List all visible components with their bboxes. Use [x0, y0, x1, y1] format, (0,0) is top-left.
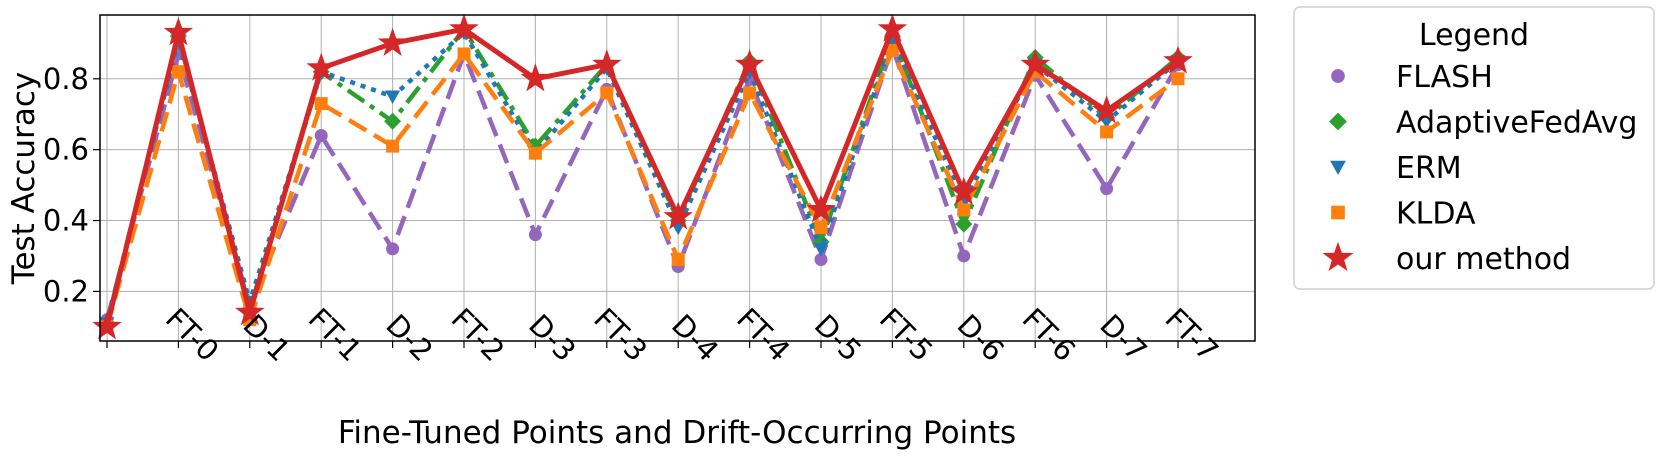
data-point [877, 13, 908, 42]
data-point [1020, 49, 1050, 78]
series-line [104, 44, 1180, 321]
series-our-method [92, 13, 1193, 340]
y-axis-title: Test Accuracy [6, 72, 42, 285]
data-point [92, 311, 122, 340]
data-point [171, 65, 185, 79]
legend-marker [1329, 112, 1347, 131]
legend-label: AdaptiveFedAvg [1396, 106, 1637, 141]
data-point [1100, 125, 1114, 139]
data-point [885, 43, 899, 57]
legend-frame [1293, 6, 1655, 290]
data-point [814, 221, 828, 235]
x-tick-label: FT-3 [587, 301, 654, 368]
data-point [385, 90, 401, 104]
x-tick-label: FT-4 [730, 301, 797, 368]
data-point [457, 47, 471, 61]
x-tick-label: FT-6 [1016, 301, 1083, 368]
x-tick-label: D-6 [951, 308, 1011, 368]
data-point [957, 249, 971, 263]
data-point [1100, 182, 1114, 196]
data-point [377, 27, 408, 56]
data-point [957, 203, 971, 217]
data-point [449, 13, 479, 42]
x-tick-label: FT-7 [1159, 301, 1226, 368]
data-point [314, 97, 328, 111]
data-point [520, 63, 551, 92]
legend-title: Legend [1419, 18, 1529, 53]
data-point [663, 201, 693, 230]
x-tick-label: D-4 [665, 308, 725, 368]
data-point [386, 139, 400, 153]
data-point [949, 176, 979, 205]
data-point [235, 297, 265, 326]
legend-marker [1322, 241, 1354, 272]
legend-marker [1331, 205, 1345, 220]
data-point [806, 194, 836, 223]
data-point [814, 253, 828, 266]
data-point [1163, 45, 1193, 74]
plot-frame [99, 14, 1256, 342]
data-point [1091, 95, 1122, 124]
data-point [386, 242, 400, 256]
x-tick-label: D-7 [1093, 308, 1153, 368]
legend-label: ERM [1396, 151, 1462, 186]
legend-label: FLASH [1396, 60, 1493, 95]
y-tick-label: 0.8 [43, 62, 89, 96]
x-tick-label: D-2 [379, 308, 439, 368]
legend: Legend FLASH AdaptiveFedAvg ERM KLDA our met… [1293, 6, 1655, 290]
data-point [671, 253, 685, 266]
x-tick-label: D-5 [808, 308, 868, 368]
y-tick-label: 0.4 [43, 204, 89, 238]
series-line [104, 48, 1180, 328]
x-tick-label: FT-0 [159, 301, 226, 368]
data-point [163, 17, 194, 46]
data-point [955, 215, 973, 233]
x-tick-label: D-3 [522, 308, 582, 368]
legend-label: our method [1396, 242, 1571, 277]
data-point [734, 49, 765, 78]
grid-lines [100, 15, 1255, 341]
x-tick-label: FT-1 [302, 301, 369, 368]
data-point [528, 146, 542, 160]
data-point [528, 228, 542, 242]
y-tick-label: 0.2 [43, 274, 89, 308]
data-point [384, 112, 402, 130]
legend-label: KLDA [1396, 197, 1476, 232]
y-tick-label: 0.6 [43, 133, 89, 167]
series-layer [92, 13, 1193, 340]
data-point [306, 52, 336, 81]
data-point [314, 128, 328, 142]
series-line [104, 26, 1180, 328]
data-point [592, 49, 622, 78]
legend-marker [1330, 160, 1346, 175]
data-point [1171, 72, 1185, 86]
legend-marker [1331, 69, 1345, 83]
x-tick-label: FT-2 [445, 301, 512, 368]
data-point [743, 86, 757, 100]
series-klda [100, 43, 1185, 334]
x-tick-label: FT-5 [873, 301, 940, 368]
data-point [813, 242, 829, 257]
data-point [600, 86, 614, 100]
x-axis-title: Fine-Tuned Points and Drift-Occurring Po… [338, 415, 1016, 451]
